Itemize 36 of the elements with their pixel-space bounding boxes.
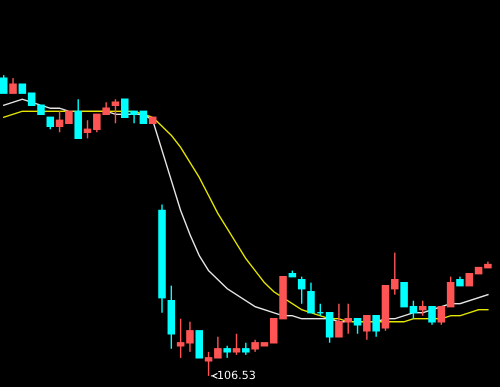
- candlestick: [466, 272, 474, 286]
- candlestick: [344, 303, 352, 334]
- annotation: 106.53: [218, 370, 255, 380]
- candlestick: [223, 345, 231, 359]
- candlestick: [18, 84, 26, 94]
- candlestick: [102, 102, 110, 115]
- candlestick: [242, 342, 250, 356]
- candlestick: [382, 284, 390, 332]
- candlestick: [148, 116, 156, 124]
- candlestick: [446, 276, 454, 308]
- candlestick: [158, 204, 166, 314]
- candlestick: [195, 330, 204, 359]
- candlestick: [168, 284, 176, 350]
- candlestick: [121, 98, 129, 118]
- candlestick: [428, 306, 436, 326]
- candlestick: [112, 98, 120, 124]
- candlestick: [74, 98, 82, 140]
- candlestick: [0, 74, 8, 94]
- candlestick: [418, 300, 426, 316]
- candlestick: [456, 276, 464, 286]
- candlestick: [363, 315, 371, 340]
- candlestick: [354, 318, 362, 334]
- candlestick: [232, 333, 240, 356]
- candlestick: [316, 303, 324, 316]
- candlestick: [270, 318, 278, 344]
- candlestick: [335, 303, 343, 338]
- candlestick: [288, 270, 296, 278]
- candlestick: [9, 77, 17, 94]
- candlestick: [307, 282, 315, 314]
- candlestick: [438, 306, 446, 326]
- candlestick: [372, 315, 380, 338]
- candlestick: [326, 312, 334, 344]
- candlestick: [298, 276, 306, 304]
- candlestick: [391, 252, 399, 296]
- candlestick: [46, 116, 54, 130]
- candlestick: [279, 276, 287, 320]
